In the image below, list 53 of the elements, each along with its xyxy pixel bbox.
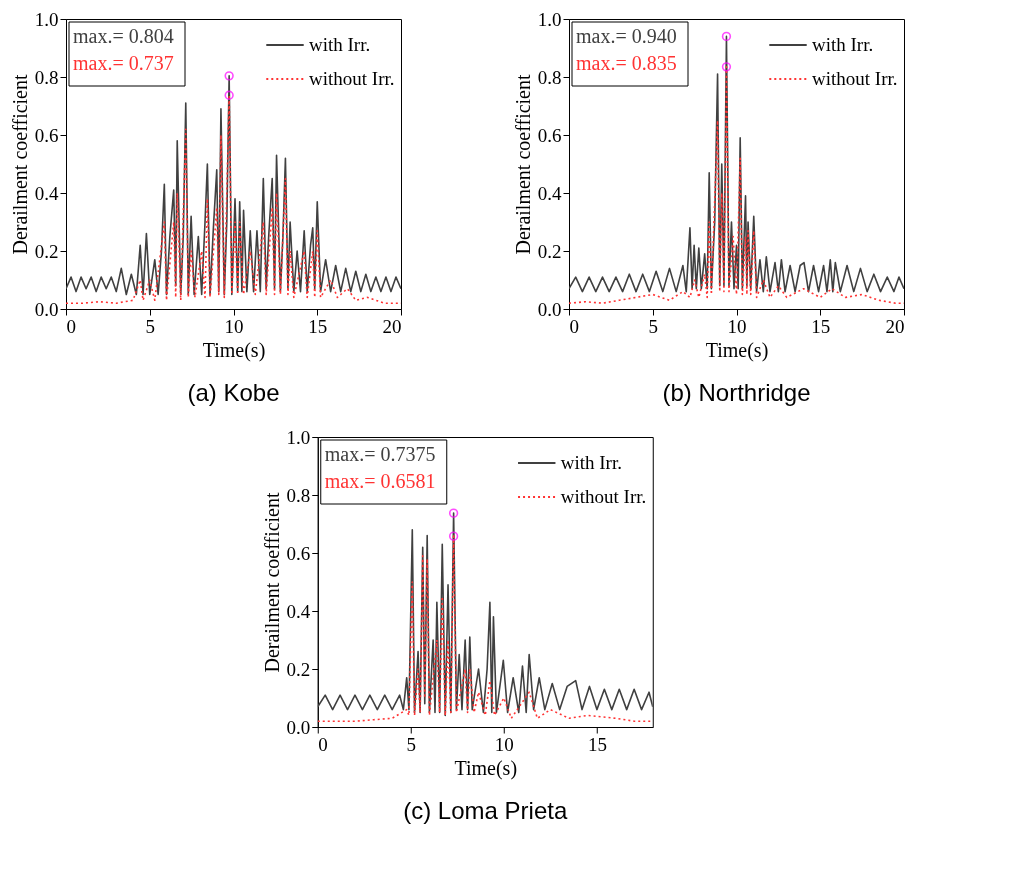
x-tick-label: 5 — [145, 315, 155, 337]
x-tick-label: 0 — [569, 315, 579, 337]
y-tick-label: 1.0 — [537, 8, 562, 30]
y-tick-label: 0.0 — [537, 298, 562, 320]
legend-label: with Irr. — [560, 452, 622, 473]
y-tick-label: 0.4 — [537, 182, 562, 204]
y-tick-label: 0.8 — [537, 66, 562, 88]
x-tick-label: 0 — [318, 733, 328, 755]
y-axis-title: Derailment coefficient — [8, 74, 31, 255]
y-tick-label: 0.4 — [34, 182, 59, 204]
x-tick-label: 15 — [811, 315, 831, 337]
y-axis-title: Derailment coefficient — [260, 492, 283, 673]
y-tick-label: 0.4 — [286, 600, 311, 622]
y-tick-label: 0.2 — [34, 240, 59, 262]
y-axis-title: Derailment coefficient — [511, 74, 534, 255]
legend-label: with Irr. — [812, 34, 874, 55]
y-tick-label: 0.2 — [537, 240, 562, 262]
y-tick-label: 1.0 — [286, 426, 311, 448]
annotation: max.= 0.835 — [576, 52, 677, 74]
y-tick-label: 0.0 — [34, 298, 59, 320]
x-tick-label: 15 — [587, 733, 607, 755]
y-tick-label: 0.8 — [34, 66, 59, 88]
text: (a) Kobe — [187, 379, 280, 406]
legend-label: without Irr. — [309, 68, 395, 89]
annotation: max.= 0.737 — [73, 52, 174, 74]
text: (b) Northridge — [662, 379, 811, 406]
y-tick-label: 1.0 — [34, 8, 59, 30]
y-tick-label: 0.8 — [286, 484, 311, 506]
x-tick-label: 20 — [885, 315, 905, 337]
text: (c) Loma Prieta — [403, 797, 568, 824]
x-axis-title: Time(s) — [202, 338, 266, 362]
y-tick-label: 0.2 — [286, 658, 311, 680]
annotation: max.= 0.940 — [576, 25, 677, 47]
x-tick-label: 0 — [66, 315, 76, 337]
x-tick-label: 10 — [224, 315, 244, 337]
x-tick-label: 10 — [727, 315, 747, 337]
x-axis-title: Time(s) — [705, 338, 769, 362]
y-tick-label: 0.0 — [286, 716, 311, 738]
y-tick-label: 0.6 — [537, 124, 562, 146]
annotation: max.= 0.6581 — [324, 470, 436, 492]
legend-label: without Irr. — [812, 68, 898, 89]
x-tick-label: 20 — [382, 315, 402, 337]
y-tick-label: 0.6 — [286, 542, 311, 564]
x-tick-label: 5 — [406, 733, 417, 755]
x-tick-label: 10 — [494, 733, 514, 755]
x-tick-label: 5 — [648, 315, 658, 337]
x-tick-label: 15 — [308, 315, 328, 337]
y-tick-label: 0.6 — [34, 124, 59, 146]
annotation: max.= 0.804 — [73, 25, 174, 47]
x-axis-title: Time(s) — [454, 756, 518, 780]
annotation: max.= 0.7375 — [324, 443, 436, 465]
legend-label: with Irr. — [309, 34, 371, 55]
legend-label: without Irr. — [560, 486, 647, 507]
